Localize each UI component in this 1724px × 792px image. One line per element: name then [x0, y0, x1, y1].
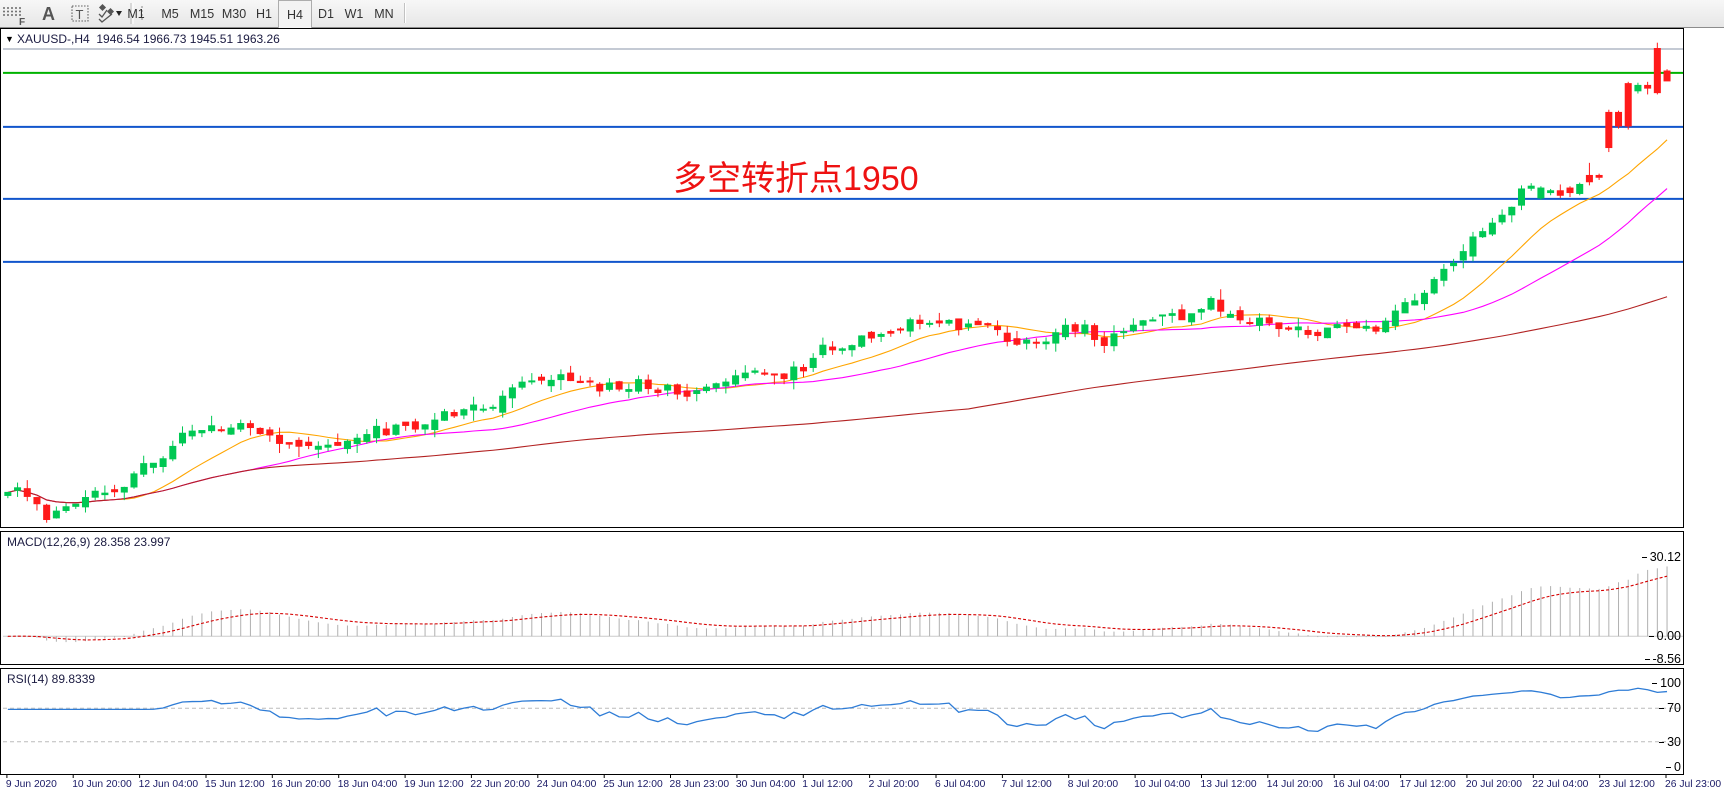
svg-text:T: T — [76, 7, 84, 22]
svg-text:F: F — [19, 17, 25, 27]
svg-text:A: A — [42, 4, 55, 24]
